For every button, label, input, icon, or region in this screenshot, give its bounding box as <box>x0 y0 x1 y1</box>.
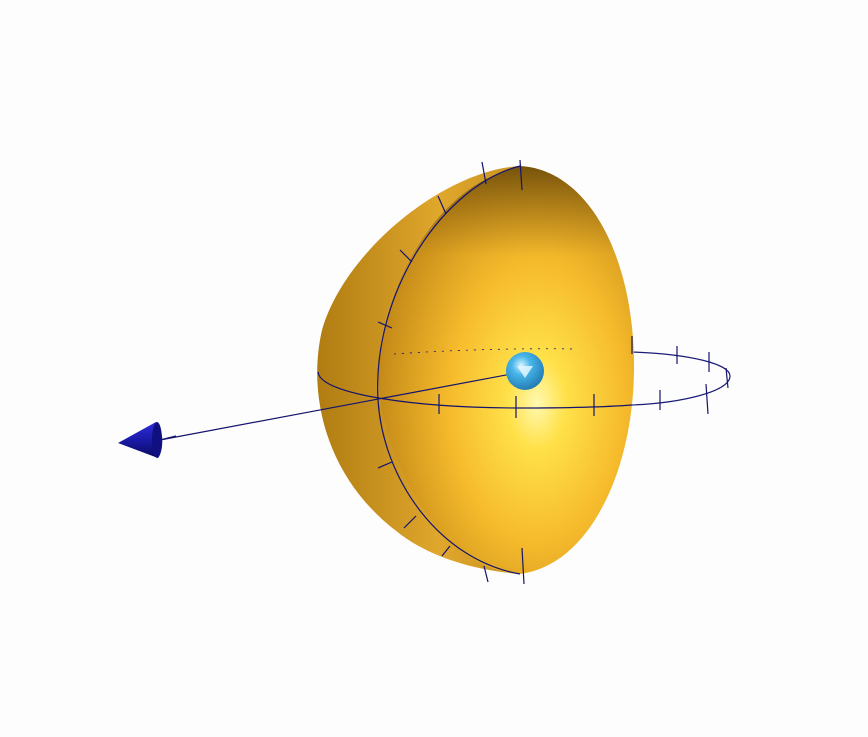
meridian-ticks <box>377 159 525 585</box>
meridian-circle <box>377 165 521 575</box>
direction-line-tip <box>159 435 177 441</box>
equator-ellipse-front <box>317 371 633 409</box>
hemisphere-rim <box>317 166 520 574</box>
small-sphere-facet <box>517 366 533 378</box>
arrow-cone <box>118 422 163 458</box>
direction-line <box>159 371 523 441</box>
equator-ellipse-inner <box>393 348 576 355</box>
equator-ticks <box>438 336 729 418</box>
